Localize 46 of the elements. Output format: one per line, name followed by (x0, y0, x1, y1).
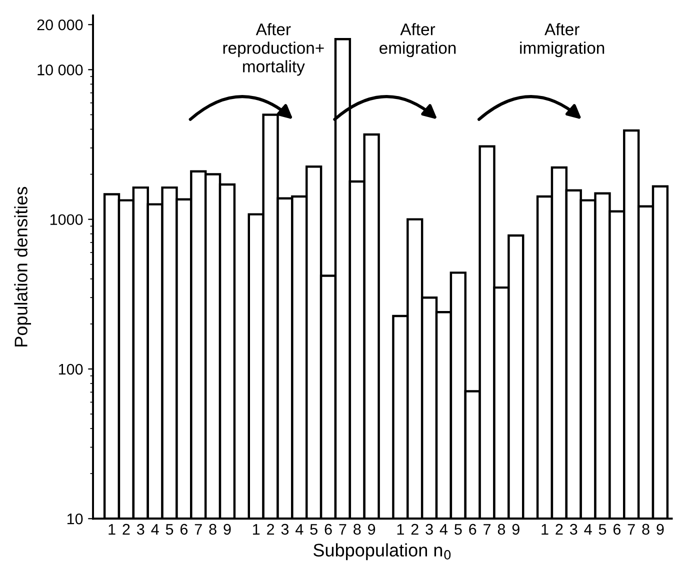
y-tick-label: 10 (67, 514, 83, 524)
x-tick-label: 4 (440, 524, 448, 535)
x-tick-label: 7 (484, 524, 491, 535)
y-tick-label: 100 (58, 364, 83, 375)
x-tick-label: 3 (426, 524, 433, 535)
x-tick-label: 2 (267, 524, 274, 535)
x-tick-label: 7 (628, 524, 635, 535)
y-tick-label: 10 000 (38, 64, 83, 76)
x-tick-label: 9 (512, 524, 520, 535)
x-tick-label: 5 (454, 524, 462, 535)
x-tick-label: 9 (368, 524, 376, 535)
x-tick-label: 7 (194, 524, 202, 535)
x-tick-label: 1 (253, 524, 260, 535)
x-tick-label: 1 (108, 524, 116, 535)
x-tick-label: 7 (339, 524, 346, 535)
y-axis-title: Population densities (14, 186, 32, 346)
x-tick-label: 2 (411, 524, 418, 535)
annotation: After reproduction+ mortality (223, 23, 324, 76)
y-tick-label: 20 000 (37, 19, 83, 30)
x-tick-label: 6 (324, 524, 332, 535)
y-tick-label: 1000 (50, 214, 83, 226)
x-tick-label: 6 (180, 524, 188, 535)
x-tick-label: 4 (296, 524, 304, 535)
annotation: After emigration (380, 23, 456, 58)
annotation: After immigration (520, 23, 604, 58)
x-tick-label: 9 (656, 524, 664, 535)
x-tick-label: 6 (469, 524, 476, 535)
x-tick-label: 3 (281, 524, 289, 535)
x-axis-title: Subpopulation n$_{0}$ (314, 543, 451, 560)
x-tick-label: 3 (570, 524, 578, 535)
x-tick-label: 3 (136, 524, 144, 535)
x-tick-label: 4 (151, 524, 159, 535)
x-tick-label: 5 (598, 524, 606, 535)
x-tick-label: 2 (122, 524, 130, 535)
x-tick-label: 8 (354, 524, 361, 535)
x-tick-label: 8 (498, 524, 506, 535)
x-tick-label: 1 (397, 524, 404, 535)
x-tick-label: 8 (209, 524, 216, 535)
x-tick-label: 5 (310, 524, 318, 535)
x-tick-label: 5 (166, 524, 174, 535)
x-tick-label: 9 (224, 524, 231, 535)
x-tick-label: 1 (542, 524, 548, 535)
x-tick-label: 8 (642, 524, 650, 535)
x-tick-label: 4 (584, 524, 592, 535)
x-tick-label: 6 (613, 524, 621, 535)
x-tick-label: 2 (556, 524, 563, 535)
